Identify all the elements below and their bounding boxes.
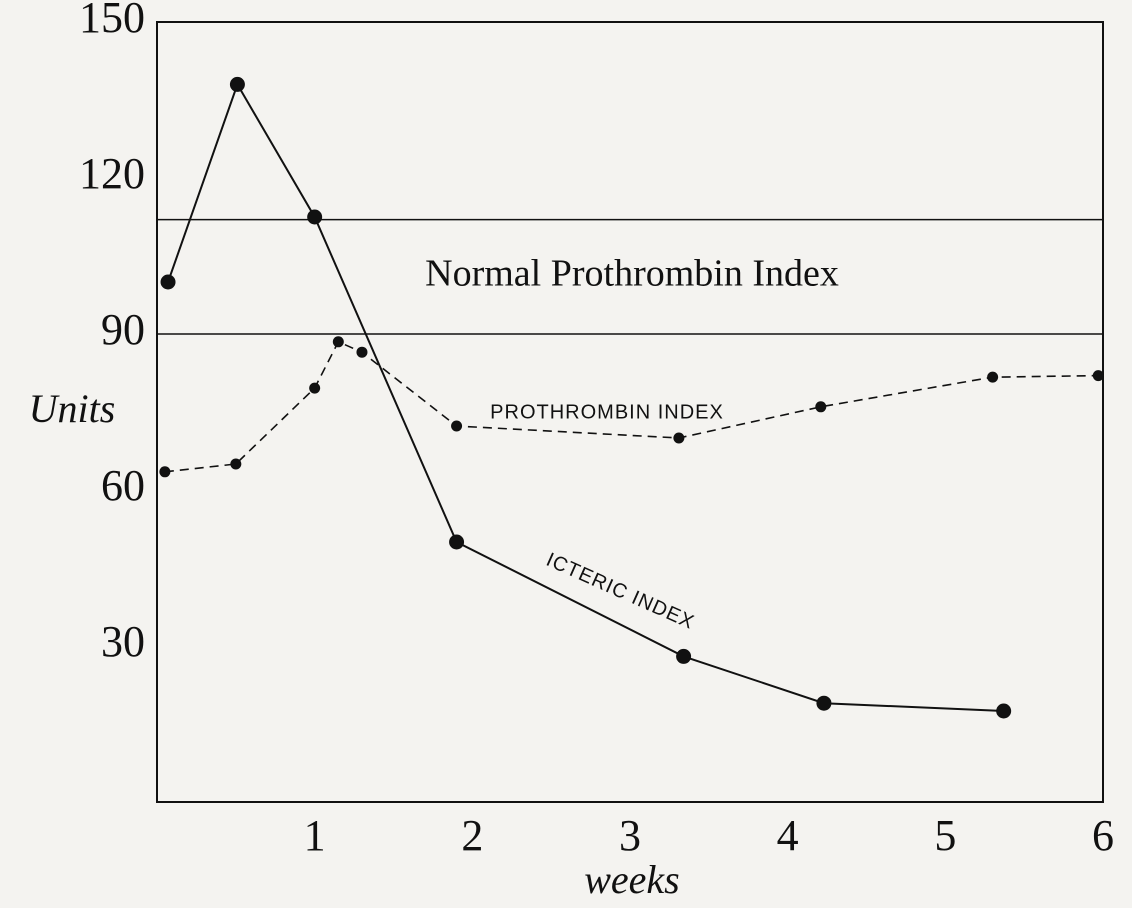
- series-line: [167, 82, 1004, 712]
- plot-frame: [156, 21, 1104, 803]
- data-point: [230, 458, 242, 470]
- y-tick-label: 90: [101, 305, 145, 354]
- data-point: [332, 336, 344, 348]
- data-point: [449, 534, 465, 550]
- x-tick-label: 6: [1092, 811, 1114, 860]
- series-label: PROTHROMBIN INDEX: [490, 401, 724, 423]
- data-point: [676, 648, 692, 664]
- x-tick-label: 4: [777, 811, 799, 860]
- normal-range-label: Normal Prothrombin Index: [425, 253, 839, 295]
- series-line: [164, 340, 1099, 473]
- series-label: ICTERIC INDEX: [543, 549, 698, 634]
- data-point: [229, 76, 245, 92]
- y-axis-label: Units: [29, 386, 116, 431]
- data-point: [815, 401, 827, 413]
- data-point: [996, 703, 1012, 719]
- y-tick-label: 120: [79, 149, 145, 198]
- data-point: [160, 274, 176, 290]
- data-point: [1092, 370, 1104, 382]
- x-tick-label: 1: [304, 811, 326, 860]
- data-point: [307, 209, 323, 225]
- data-point: [987, 371, 999, 383]
- data-point: [451, 420, 463, 432]
- data-point: [159, 466, 171, 478]
- data-point: [673, 432, 685, 444]
- x-tick-label: 5: [934, 811, 956, 860]
- data-point: [356, 346, 368, 358]
- y-tick-label: 60: [101, 461, 145, 510]
- data-point: [309, 382, 321, 394]
- y-tick-label: 150: [79, 0, 145, 42]
- x-tick-label: 2: [461, 811, 483, 860]
- x-axis-label: weeks: [584, 857, 680, 902]
- y-tick-label: 30: [101, 617, 145, 666]
- data-point: [816, 695, 832, 711]
- x-tick-label: 3: [619, 811, 641, 860]
